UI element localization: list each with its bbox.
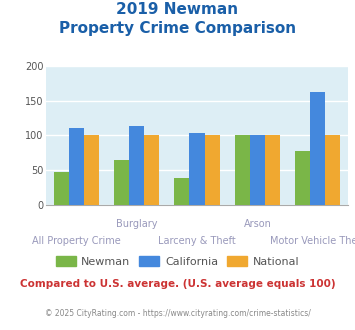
Bar [84, 135, 99, 205]
Text: Arson: Arson [244, 219, 271, 229]
Bar [235, 135, 250, 205]
Bar [54, 172, 69, 205]
Bar [69, 128, 84, 205]
Bar [144, 135, 159, 205]
Text: Compared to U.S. average. (U.S. average equals 100): Compared to U.S. average. (U.S. average … [20, 279, 335, 289]
Bar [250, 135, 265, 205]
Text: © 2025 CityRating.com - https://www.cityrating.com/crime-statistics/: © 2025 CityRating.com - https://www.city… [45, 309, 310, 317]
Bar [310, 92, 325, 205]
Bar [129, 126, 144, 205]
Legend: Newman, California, National: Newman, California, National [51, 251, 304, 271]
Bar [190, 133, 204, 205]
Text: 2019 Newman: 2019 Newman [116, 2, 239, 16]
Text: All Property Crime: All Property Crime [32, 236, 121, 246]
Bar [174, 178, 190, 205]
Text: Property Crime Comparison: Property Crime Comparison [59, 21, 296, 36]
Text: Burglary: Burglary [116, 219, 157, 229]
Bar [265, 135, 280, 205]
Bar [204, 135, 220, 205]
Bar [325, 135, 340, 205]
Bar [114, 160, 129, 205]
Text: Motor Vehicle Theft: Motor Vehicle Theft [271, 236, 355, 246]
Bar [295, 151, 310, 205]
Text: Larceny & Theft: Larceny & Theft [158, 236, 236, 246]
